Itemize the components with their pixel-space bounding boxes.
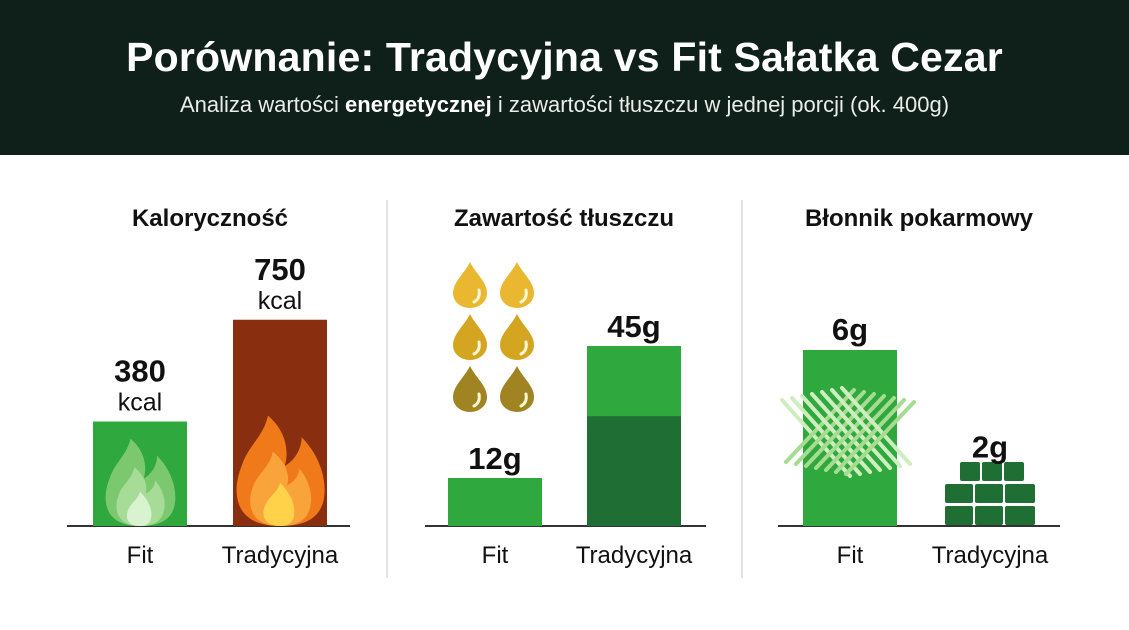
fat-bar-fit: [448, 478, 542, 526]
fiber-panel-title: Błonnik pokarmowy: [804, 205, 1034, 232]
header: Porównanie: Tradycyjna vs Fit Sałatka Ce…: [0, 0, 1129, 155]
oil-drop-icon: [500, 314, 534, 360]
page-subtitle: Analiza wartości energetycznej i zawarto…: [0, 92, 1129, 118]
subtitle-part-2: i zawartości tłuszczu w jednej porcji (o…: [491, 92, 950, 117]
page-title: Porównanie: Tradycyjna vs Fit Sałatka Ce…: [126, 34, 1003, 80]
flame-icon: [236, 415, 325, 526]
panel-divider: [386, 200, 388, 578]
calories-panel-title: Kaloryczność: [131, 205, 289, 232]
oil-drop-icon: [453, 314, 487, 360]
fiber-category-label: Tradycyjna: [932, 542, 1049, 569]
calories-value-label: 380: [114, 354, 166, 389]
calories-category-label: Fit: [127, 542, 154, 569]
calories-value-label: 750: [254, 252, 306, 287]
oil-drop-icon: [453, 366, 487, 412]
fiber-category-label: Fit: [837, 542, 864, 569]
fat-category-label: Fit: [482, 542, 509, 569]
fiber-value-label: 2g: [972, 429, 1008, 464]
fat-bar-traditional-shade: [587, 416, 681, 526]
fiber-weave-icon: [780, 386, 916, 478]
calories-unit-label: kcal: [258, 287, 302, 315]
fat-value-label: 45g: [607, 309, 660, 344]
oil-drop-icon: [453, 262, 487, 308]
calories-unit-label: kcal: [118, 389, 162, 417]
fat-value-label: 12g: [468, 441, 521, 476]
flame-icon: [105, 438, 176, 526]
calories-category-label: Tradycyjna: [222, 542, 339, 569]
fat-category-label: Tradycyjna: [576, 542, 693, 569]
subtitle-part-1: Analiza wartości: [179, 92, 346, 117]
fat-panel-title: Zawartość tłuszczu: [453, 205, 675, 232]
subtitle-bold: energetycznej: [345, 92, 492, 117]
oil-drop-icon: [500, 262, 534, 308]
fiber-value-label: 6g: [832, 312, 868, 347]
oil-drop-icon: [500, 366, 534, 412]
fiber-bar-traditional: [945, 462, 1035, 525]
panel-divider: [741, 200, 743, 578]
